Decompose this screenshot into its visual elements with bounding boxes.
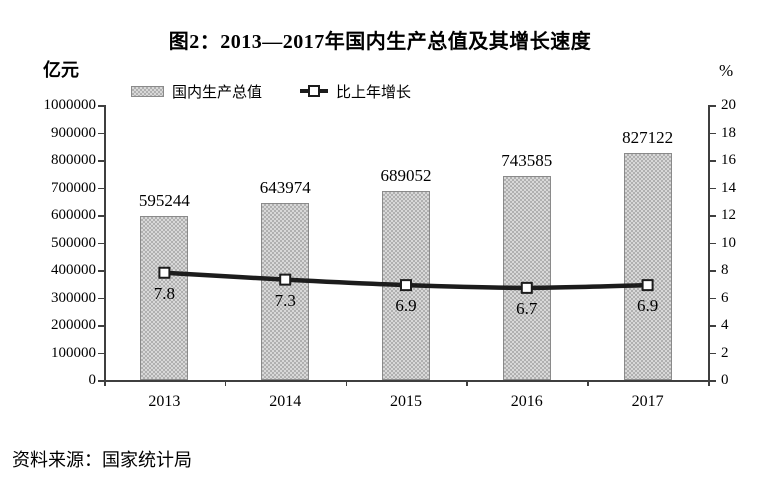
x-axis-tick bbox=[104, 380, 106, 386]
left-axis-tick-label: 400000 bbox=[51, 262, 96, 278]
right-axis-tick-label: 0 bbox=[721, 372, 729, 388]
gdp-value-label: 827122 bbox=[622, 127, 674, 147]
gdp-value-label: 743585 bbox=[501, 150, 553, 170]
gdp-bar-swatch-icon bbox=[131, 85, 164, 97]
left-axis-tick-label: 900000 bbox=[51, 124, 96, 141]
x-axis-category-label: 2016 bbox=[510, 393, 543, 410]
growth-value-label: 6.7 bbox=[516, 298, 538, 318]
growth-line-marker-icon bbox=[300, 85, 329, 97]
left-axis-tick bbox=[98, 187, 104, 189]
right-axis-tick bbox=[709, 160, 716, 162]
gdp-value-label: 643974 bbox=[259, 177, 311, 197]
right-axis-tick bbox=[709, 242, 716, 244]
right-axis-tick bbox=[709, 187, 716, 189]
right-axis-tick-label: 6 bbox=[721, 289, 729, 306]
gdp-bar bbox=[502, 175, 551, 380]
right-axis-tick bbox=[709, 105, 716, 107]
growth-value-label: 7.8 bbox=[153, 283, 176, 303]
right-axis-tick bbox=[709, 270, 716, 272]
right-axis-unit-label: % bbox=[719, 61, 734, 80]
growth-line-square-glyph bbox=[308, 85, 321, 97]
left-axis-unit-label: 亿元 bbox=[43, 60, 79, 80]
right-axis-tick-label: 12 bbox=[721, 207, 736, 223]
x-axis-tick bbox=[587, 380, 589, 386]
x-axis-tick bbox=[466, 380, 468, 386]
legend-label-growth: 比上年增长 bbox=[336, 83, 412, 101]
right-axis-tick-label: 14 bbox=[721, 179, 736, 196]
left-axis-tick bbox=[98, 270, 104, 272]
legend-label-gdp: 国内生产总值 bbox=[172, 83, 263, 101]
growth-value-label: 6.9 bbox=[395, 296, 417, 316]
right-axis-tick-label: 20 bbox=[721, 97, 736, 113]
left-axis-tick-label: 100000 bbox=[51, 344, 96, 361]
x-axis-category-label: 2015 bbox=[390, 393, 422, 410]
left-axis-tick bbox=[98, 215, 104, 217]
gdp-bar bbox=[140, 216, 189, 380]
left-axis-tick bbox=[98, 105, 104, 107]
x-axis-tick bbox=[345, 380, 348, 386]
gdp-bar bbox=[261, 202, 310, 380]
left-axis-tick-label: 500000 bbox=[51, 234, 96, 251]
x-axis-tick bbox=[708, 380, 710, 386]
x-axis-category-label: 2013 bbox=[148, 393, 181, 410]
right-axis-tick bbox=[709, 297, 716, 299]
left-axis-tick bbox=[98, 380, 104, 382]
right-axis-tick bbox=[709, 325, 716, 327]
left-axis-tick bbox=[98, 132, 104, 134]
growth-value-label: 7.3 bbox=[274, 290, 296, 310]
gdp-value-label: 595244 bbox=[138, 191, 190, 211]
left-axis-tick-label: 300000 bbox=[51, 289, 96, 306]
x-axis-category-label: 2017 bbox=[631, 393, 664, 410]
left-axis-tick-label: 800000 bbox=[51, 152, 96, 168]
x-axis-line bbox=[104, 380, 710, 382]
left-axis-tick-label: 1000000 bbox=[43, 97, 97, 113]
growth-value-label: 6.9 bbox=[636, 296, 659, 316]
right-axis-tick-label: 2 bbox=[721, 344, 729, 361]
right-axis-tick bbox=[709, 352, 716, 354]
right-axis-tick-label: 18 bbox=[721, 124, 736, 141]
legend-item-growth: 比上年增长 bbox=[300, 81, 411, 102]
right-axis-tick bbox=[709, 380, 716, 382]
chart-legend: 国内生产总值 比上年增长 bbox=[131, 81, 411, 102]
left-axis-line bbox=[104, 105, 106, 380]
left-axis-tick bbox=[98, 325, 104, 327]
source-note: 资料来源：国家统计局 bbox=[12, 450, 192, 470]
legend-item-gdp: 国内生产总值 bbox=[131, 81, 262, 102]
right-axis-tick-label: 10 bbox=[721, 234, 736, 251]
right-axis-tick bbox=[709, 215, 716, 217]
right-axis-tick-label: 8 bbox=[721, 262, 729, 278]
left-axis-tick bbox=[98, 352, 104, 354]
left-axis-tick-label: 700000 bbox=[51, 179, 96, 196]
gdp-value-label: 689052 bbox=[380, 165, 432, 185]
left-axis-tick bbox=[98, 297, 104, 299]
right-axis-tick-label: 16 bbox=[721, 152, 736, 168]
right-axis-tick-label: 4 bbox=[721, 317, 729, 333]
left-axis-tick bbox=[98, 160, 104, 162]
left-axis-tick bbox=[98, 242, 104, 244]
right-axis-tick bbox=[709, 132, 716, 134]
gdp-bar bbox=[382, 190, 430, 380]
x-axis-category-label: 2014 bbox=[269, 393, 302, 410]
left-axis-tick-label: 200000 bbox=[51, 317, 96, 333]
chart-title: 图2：2013—2017年国内生产总值及其增长速度 bbox=[168, 31, 592, 53]
right-axis-line bbox=[708, 105, 710, 380]
x-axis-tick bbox=[224, 380, 227, 386]
gdp-bar bbox=[623, 152, 672, 380]
left-axis-tick-label: 600000 bbox=[51, 207, 96, 223]
left-axis-tick-label: 0 bbox=[88, 372, 97, 388]
